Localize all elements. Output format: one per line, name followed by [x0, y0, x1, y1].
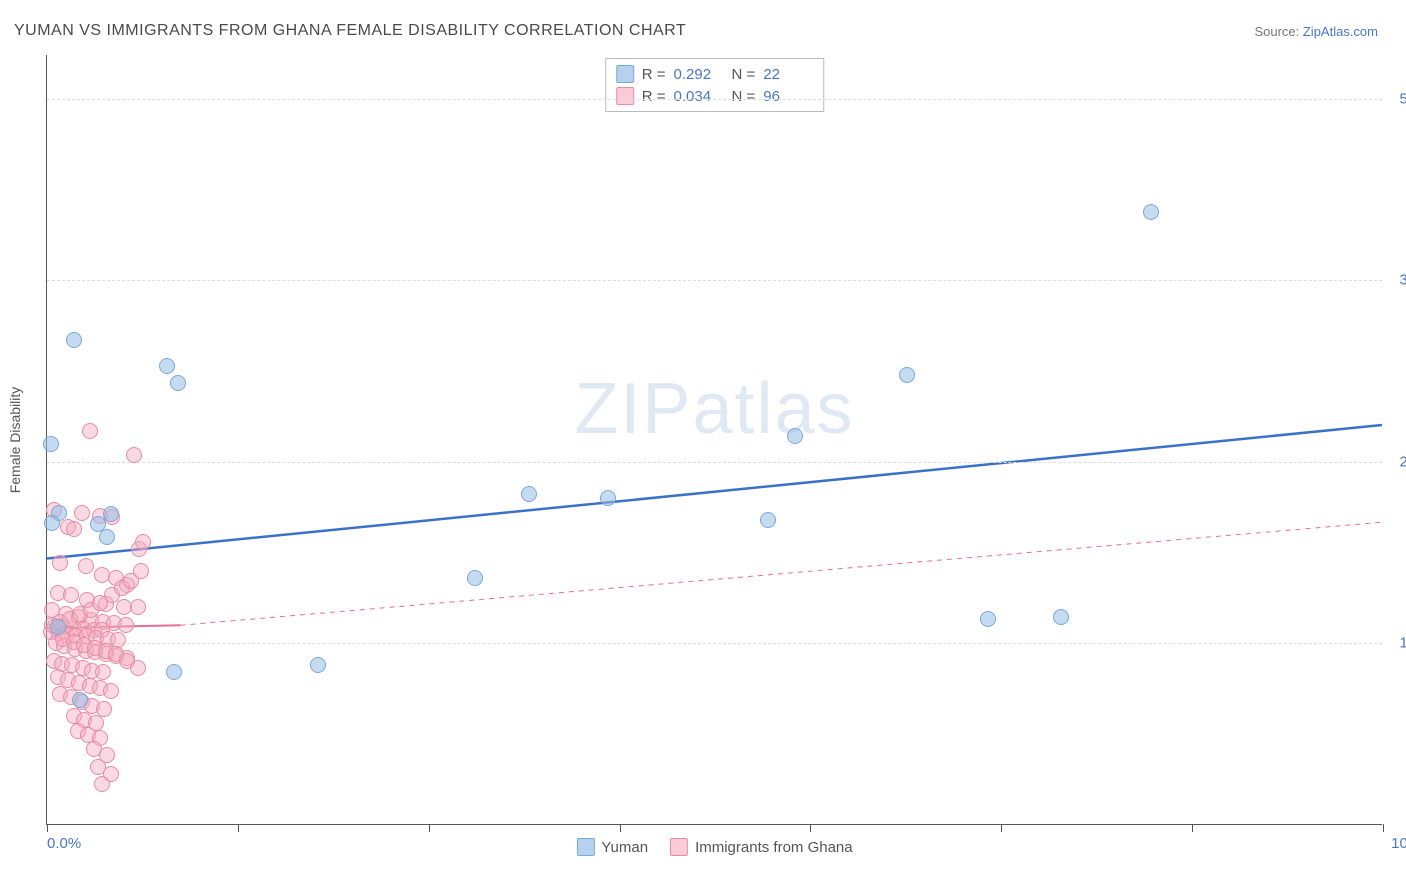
- scatter-point: [310, 657, 326, 673]
- scatter-point: [66, 521, 82, 537]
- legend-series-item: Yuman: [576, 838, 648, 856]
- source-link[interactable]: ZipAtlas.com: [1303, 24, 1378, 39]
- scatter-point: [130, 660, 146, 676]
- scatter-point: [66, 332, 82, 348]
- x-tick: [1383, 824, 1384, 832]
- scatter-point: [50, 619, 66, 635]
- scatter-point: [82, 423, 98, 439]
- scatter-point: [130, 599, 146, 615]
- chart-container: YUMAN VS IMMIGRANTS FROM GHANA FEMALE DI…: [0, 0, 1406, 892]
- legend-series-label: Immigrants from Ghana: [695, 839, 853, 856]
- legend-swatch: [576, 838, 594, 856]
- grid-line: [47, 643, 1382, 644]
- x-tick: [429, 824, 430, 832]
- scatter-point: [980, 611, 996, 627]
- scatter-point: [118, 617, 134, 633]
- scatter-point: [1143, 204, 1159, 220]
- scatter-point: [760, 512, 776, 528]
- y-tick-label: 25.0%: [1399, 453, 1406, 470]
- scatter-point: [94, 567, 110, 583]
- y-tick-label: 37.5%: [1399, 272, 1406, 289]
- scatter-point: [126, 447, 142, 463]
- legend-swatch: [616, 65, 634, 83]
- scatter-point: [44, 515, 60, 531]
- plot-area: Female Disability ZIPatlas R =0.292N =22…: [46, 55, 1382, 825]
- x-axis-min-label: 0.0%: [47, 835, 81, 852]
- scatter-point: [159, 358, 175, 374]
- x-axis-max-label: 100.0%: [1391, 835, 1406, 852]
- y-tick-label: 12.5%: [1399, 635, 1406, 652]
- scatter-point: [52, 555, 68, 571]
- grid-line: [47, 99, 1382, 100]
- source-prefix: Source:: [1254, 24, 1302, 39]
- x-tick: [47, 824, 48, 832]
- legend-series-item: Immigrants from Ghana: [670, 838, 853, 856]
- trend-lines: [47, 55, 1382, 824]
- y-axis-label: Female Disability: [7, 386, 23, 493]
- legend-n-value: 96: [763, 88, 813, 105]
- scatter-point: [96, 701, 112, 717]
- legend-swatch: [616, 87, 634, 105]
- scatter-point: [95, 664, 111, 680]
- legend-stats: R = 0.292 N = 22 R = 0.034 N = 96: [605, 58, 825, 112]
- scatter-point: [467, 570, 483, 586]
- scatter-point: [103, 506, 119, 522]
- scatter-point: [899, 367, 915, 383]
- legend-stat-row: R = 0.034 N = 96: [616, 85, 814, 107]
- scatter-point: [103, 683, 119, 699]
- grid-line: [47, 280, 1382, 281]
- scatter-point: [43, 436, 59, 452]
- scatter-point: [78, 558, 94, 574]
- legend-n-value: 22: [763, 66, 813, 83]
- scatter-point: [521, 486, 537, 502]
- scatter-point: [170, 375, 186, 391]
- x-tick: [1192, 824, 1193, 832]
- scatter-point: [166, 664, 182, 680]
- x-tick: [1001, 824, 1002, 832]
- legend-r-label: R =: [642, 88, 666, 105]
- scatter-point: [135, 534, 151, 550]
- scatter-point: [63, 587, 79, 603]
- scatter-point: [94, 776, 110, 792]
- scatter-point: [787, 428, 803, 444]
- scatter-point: [72, 692, 88, 708]
- scatter-point: [133, 563, 149, 579]
- x-tick: [810, 824, 811, 832]
- chart-title: YUMAN VS IMMIGRANTS FROM GHANA FEMALE DI…: [14, 22, 686, 40]
- scatter-point: [1053, 609, 1069, 625]
- x-tick: [620, 824, 621, 832]
- source-attribution: Source: ZipAtlas.com: [1254, 24, 1378, 39]
- legend-stat-row: R = 0.292 N = 22: [616, 63, 814, 85]
- grid-line: [47, 462, 1382, 463]
- legend-series-label: Yuman: [601, 839, 648, 856]
- legend-series: Yuman Immigrants from Ghana: [576, 838, 852, 856]
- legend-n-label: N =: [732, 88, 756, 105]
- legend-r-value: 0.292: [674, 66, 724, 83]
- legend-swatch: [670, 838, 688, 856]
- scatter-point: [600, 490, 616, 506]
- x-tick: [238, 824, 239, 832]
- legend-r-value: 0.034: [674, 88, 724, 105]
- legend-n-label: N =: [732, 66, 756, 83]
- scatter-point: [99, 529, 115, 545]
- y-tick-label: 50.0%: [1399, 90, 1406, 107]
- scatter-point: [74, 505, 90, 521]
- watermark-text: ZIPatlas: [574, 368, 854, 450]
- legend-r-label: R =: [642, 66, 666, 83]
